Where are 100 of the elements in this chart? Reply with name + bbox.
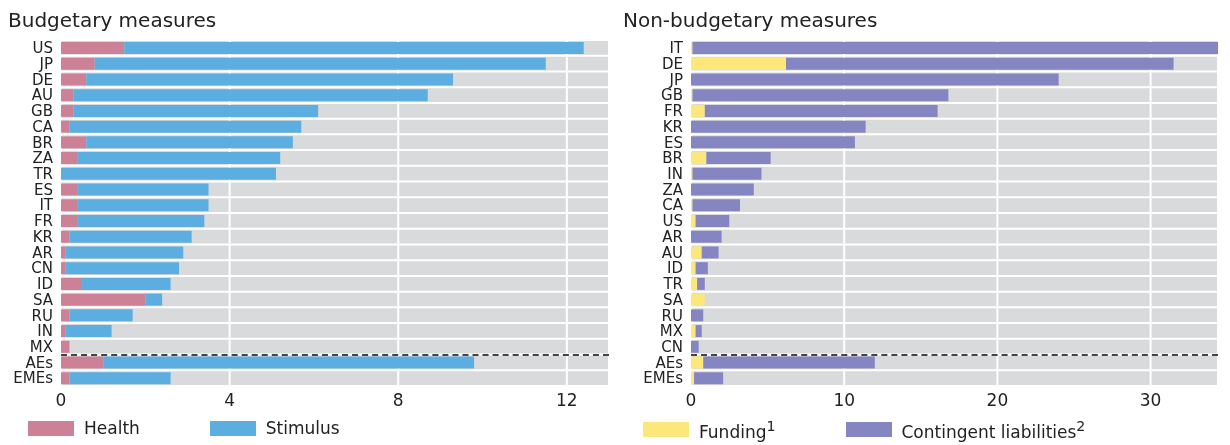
bar: [691, 136, 855, 149]
bar: [694, 372, 724, 385]
bar: [65, 262, 180, 275]
bar: [691, 293, 705, 306]
bar: [61, 262, 66, 275]
bar: [86, 136, 293, 149]
bar: [692, 199, 741, 212]
bar: [691, 152, 707, 165]
bar: [691, 215, 696, 227]
bar: [103, 356, 475, 369]
bar: [69, 230, 192, 243]
bar: [691, 325, 696, 338]
bar: [61, 246, 66, 259]
bar: [692, 167, 762, 180]
bar: [691, 246, 702, 259]
legend-label: Contingent liabilities$^{2}$: [901, 418, 1086, 442]
bar: [61, 309, 70, 322]
bar: [691, 340, 699, 353]
bar: [61, 57, 95, 70]
bar: [703, 356, 875, 369]
bar: [61, 120, 70, 133]
bar: [124, 42, 584, 54]
bar: [697, 277, 705, 290]
bar: [704, 104, 938, 117]
bar: [61, 215, 78, 227]
y-tick-label: MX: [659, 322, 683, 341]
y-tick-label: AU: [661, 243, 683, 262]
bar: [61, 372, 70, 385]
y-tick-label: ID: [667, 259, 683, 278]
bar: [94, 57, 546, 70]
y-tick-label: RU: [661, 306, 683, 325]
y-tick-label: EMEs: [13, 369, 54, 388]
bar: [69, 372, 171, 385]
x-tick-label: 10: [833, 390, 856, 411]
bar: [691, 183, 754, 196]
bar: [61, 277, 83, 290]
bar: [61, 293, 146, 306]
bar: [691, 104, 705, 117]
y-tick-label: RU: [31, 306, 53, 325]
x-tick-label: 12: [556, 390, 578, 411]
y-tick-label: CA: [662, 196, 684, 215]
bar: [691, 262, 696, 275]
bar: [706, 152, 771, 165]
bar: [65, 246, 184, 259]
bar: [61, 167, 276, 180]
y-tick-label: BR: [662, 149, 683, 168]
legend-label: Health: [84, 418, 140, 438]
bar: [691, 356, 704, 369]
bar: [61, 340, 70, 353]
y-tick-label: AR: [32, 243, 53, 262]
chart-title: Non-budgetary measures: [623, 8, 879, 34]
x-tick-label: 0: [55, 390, 67, 411]
bar: [61, 73, 87, 86]
bar: [61, 136, 87, 149]
bar: [61, 199, 78, 212]
bar: [695, 325, 702, 338]
bar: [73, 89, 428, 102]
bar: [61, 152, 78, 165]
y-tick-label: CN: [31, 259, 53, 278]
x-tick-label: 30: [1139, 390, 1162, 411]
bar: [61, 42, 125, 54]
bar: [65, 325, 112, 338]
legend-label: Funding$^{1}$: [699, 418, 776, 442]
x-tick-label: 8: [392, 390, 404, 411]
y-tick-label: AU: [31, 86, 53, 105]
bar: [77, 152, 281, 165]
bar: [692, 89, 949, 102]
bar: [695, 215, 730, 227]
bar: [691, 309, 704, 322]
x-tick-label: 20: [986, 390, 1009, 411]
y-tick-label: BR: [32, 133, 53, 152]
chart-title: Budgetary measures: [8, 8, 218, 34]
bar: [61, 356, 104, 369]
bar: [61, 230, 70, 243]
bar: [73, 104, 319, 117]
bar: [82, 277, 171, 290]
y-tick-label: ZA: [32, 149, 54, 168]
bar: [61, 183, 78, 196]
bar: [69, 120, 302, 133]
bar: [61, 104, 74, 117]
x-tick-label: 4: [224, 390, 236, 411]
bar: [691, 120, 866, 133]
bar: [691, 277, 698, 290]
y-tick-label: ES: [664, 133, 683, 152]
bar: [61, 325, 66, 338]
bar: [785, 57, 1174, 70]
bar: [61, 89, 74, 102]
bar: [695, 262, 708, 275]
y-tick-label: EMEs: [643, 369, 684, 388]
bar: [77, 215, 205, 227]
bar: [77, 199, 209, 212]
bar: [145, 293, 163, 306]
y-tick-label: IN: [37, 322, 53, 341]
y-tick-label: JP: [668, 70, 683, 89]
bar: [691, 230, 722, 243]
bar: [691, 57, 786, 70]
bar: [691, 372, 695, 385]
bar: [701, 246, 719, 259]
x-tick-label: 0: [685, 390, 697, 411]
bar: [86, 73, 454, 86]
